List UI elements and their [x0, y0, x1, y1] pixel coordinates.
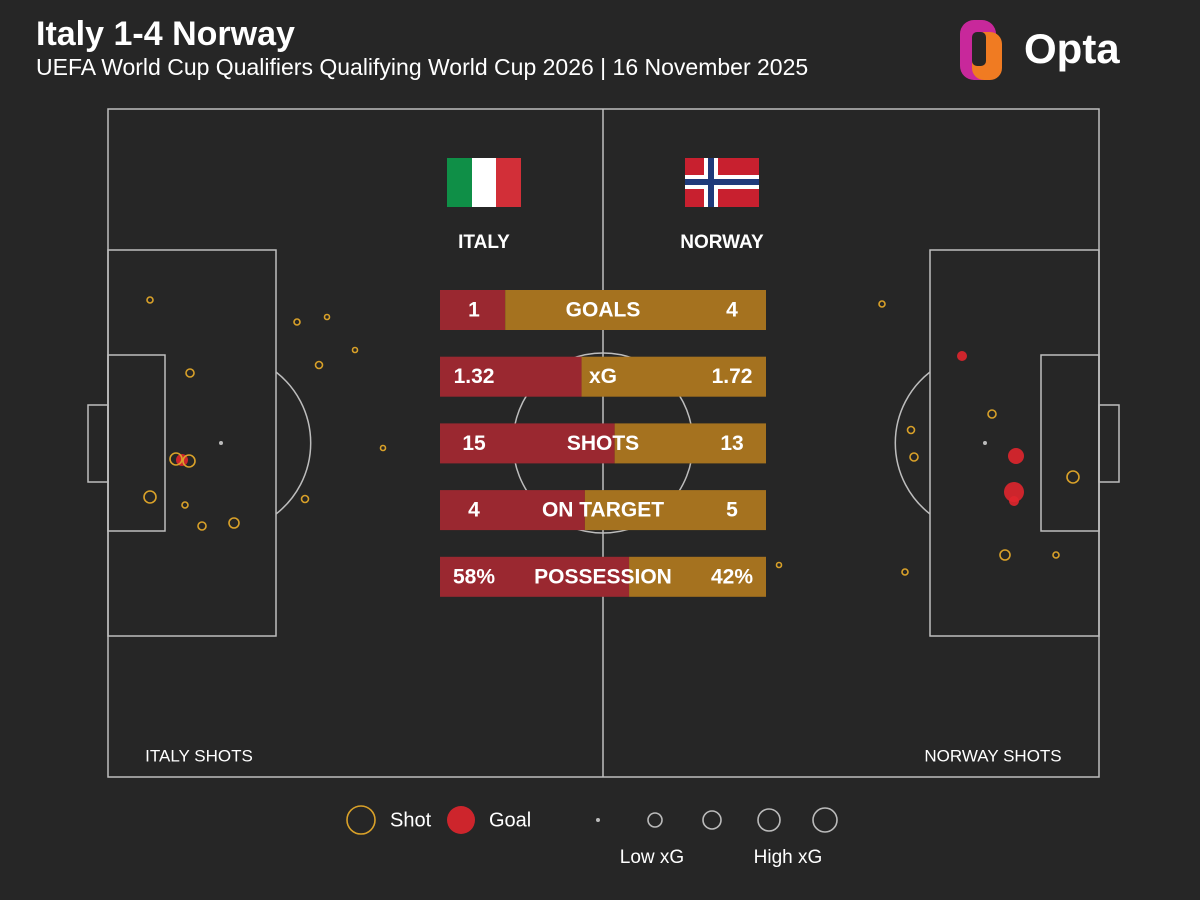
flag-stripe	[496, 158, 521, 207]
shot	[185, 368, 195, 378]
home-value: 15	[462, 432, 486, 455]
away-value: 5	[726, 499, 738, 522]
flag-cross	[685, 179, 759, 185]
away-value: 42%	[711, 565, 753, 588]
italy-flag	[447, 158, 521, 207]
logo: Opta	[960, 20, 1120, 80]
home-value: 1	[468, 299, 480, 322]
norway-shots	[775, 300, 1080, 576]
away-value: 4	[726, 299, 738, 322]
italy-shots	[143, 296, 387, 531]
subtitle: UEFA World Cup Qualifiers Qualifying Wor…	[36, 54, 808, 80]
shot	[143, 490, 157, 504]
shot	[228, 517, 240, 529]
goal-shot	[1004, 482, 1024, 502]
goal	[1098, 404, 1120, 483]
away-bar	[584, 490, 766, 531]
shot	[314, 360, 324, 370]
penalty-spot	[983, 441, 987, 445]
shot	[878, 300, 886, 308]
shot	[999, 549, 1011, 561]
shot	[987, 409, 997, 419]
shot	[181, 501, 189, 509]
penalty-spot	[219, 441, 223, 445]
title: Italy 1-4 Norway	[36, 15, 295, 53]
goal	[87, 404, 109, 483]
home-bar	[440, 423, 615, 464]
shot	[293, 318, 301, 326]
pitch	[87, 108, 1120, 778]
stat-label: SHOTS	[567, 432, 639, 455]
legend-label: Shot	[390, 809, 432, 831]
team-name: ITALY	[458, 232, 510, 253]
norway-flag	[685, 158, 759, 207]
legend-size	[812, 807, 838, 833]
shot	[901, 568, 909, 576]
logo-text: Opta	[1024, 25, 1120, 72]
stats: 1 GOALS 4 1.32 xG 1.72 15 SHOTS 13 4 ON TARGET 5 58%…	[440, 290, 766, 597]
away-bar	[581, 356, 766, 397]
shot	[182, 454, 196, 468]
goal-shot	[1009, 496, 1019, 506]
away-value: 13	[720, 432, 743, 455]
team-name: NORWAY	[680, 232, 764, 253]
stat-label: POSSESSION	[534, 565, 672, 588]
home-value: 4	[468, 499, 480, 522]
away-bar	[614, 423, 766, 464]
shot	[146, 296, 154, 304]
pitch-label: NORWAY SHOTS	[924, 746, 1061, 765]
shot	[1066, 470, 1080, 484]
shot	[300, 494, 310, 504]
stat-label: ON TARGET	[542, 499, 664, 522]
home-value: 58%	[453, 565, 495, 588]
legend: Shot Goal Low xG High xG	[346, 805, 838, 868]
shot	[909, 452, 919, 462]
legend-shot	[346, 805, 376, 835]
shot	[169, 452, 183, 466]
home-bar	[440, 490, 585, 531]
home-bar	[440, 290, 506, 330]
legend-size	[757, 808, 781, 832]
legend-size	[647, 812, 663, 828]
legend-label: Low xG	[620, 847, 684, 868]
flag-stripe	[447, 158, 472, 207]
penalty-arc	[275, 371, 312, 515]
shot	[775, 561, 783, 569]
goal-shot	[1008, 448, 1024, 464]
stat-label: GOALS	[566, 299, 641, 322]
legend-size	[702, 810, 722, 830]
pitch-label: ITALY SHOTS	[145, 746, 253, 765]
stat-label: xG	[589, 365, 617, 388]
home-bar	[440, 556, 630, 597]
legend-size	[596, 818, 600, 822]
shot	[1052, 551, 1060, 559]
home-value: 1.32	[454, 365, 495, 388]
flag-stripe	[472, 158, 496, 207]
penalty-arc	[894, 371, 931, 515]
legend-goal	[447, 806, 475, 834]
legend-label: Goal	[489, 809, 531, 831]
away-value: 1.72	[712, 365, 753, 388]
shot	[906, 425, 916, 435]
shot	[379, 444, 387, 452]
away-bar	[505, 290, 766, 330]
shot	[323, 313, 331, 321]
shot	[197, 521, 207, 531]
home-bar	[440, 356, 582, 397]
shot	[351, 346, 359, 354]
legend-label: High xG	[754, 847, 823, 868]
goal-shot	[957, 351, 967, 361]
logo-mark	[972, 32, 986, 66]
away-bar	[629, 556, 766, 597]
